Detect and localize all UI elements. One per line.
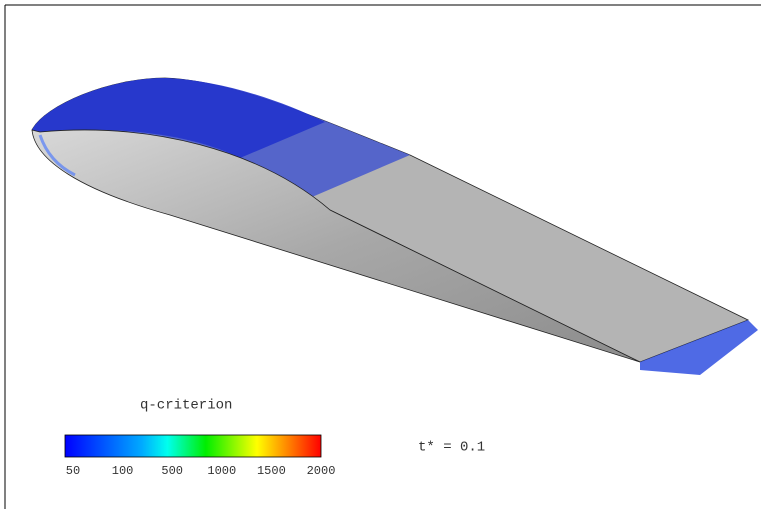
- colorbar-tick-label: 100: [112, 464, 134, 478]
- page: q-criterion 50 100 500 1000 1500 2000 t* = 0.…: [0, 0, 761, 509]
- scene: q-criterion 50 100 500 1000 1500 2000 t* = 0.…: [0, 0, 761, 509]
- colorbar-tick-label: 500: [161, 464, 183, 478]
- colorbar-tick-label: 1500: [257, 464, 286, 478]
- colorbar: [65, 435, 321, 457]
- time-label: t* = 0.1: [418, 440, 485, 456]
- colorbar-ticks: 50 100 500 1000 1500 2000: [66, 464, 336, 478]
- colorbar-tick-label: 2000: [307, 464, 336, 478]
- wing: [32, 78, 758, 375]
- colorbar-tick-label: 50: [66, 464, 80, 478]
- colorbar-tick-label: 1000: [207, 464, 236, 478]
- legend-title: q-criterion: [140, 398, 232, 414]
